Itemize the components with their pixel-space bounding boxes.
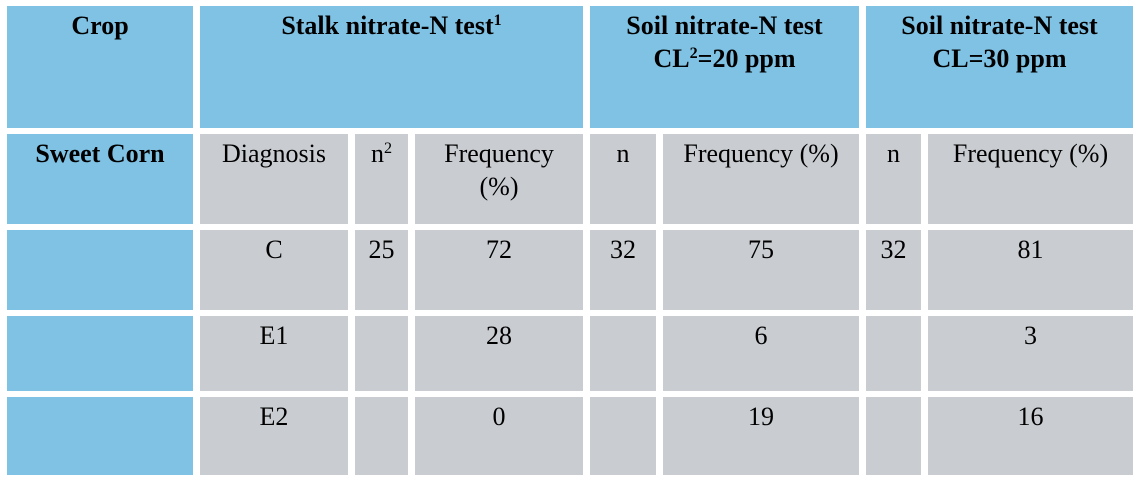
subheader-cell-n-soil30: n (866, 134, 921, 224)
cell-n-soil30 (866, 397, 921, 475)
stalk-test-footnote: 1 (493, 12, 502, 30)
n-stalk-footnote: 2 (383, 140, 393, 158)
cell-n-stalk: 25 (355, 230, 408, 310)
cell-frequency-stalk: 72 (415, 230, 583, 310)
frequency-soil30-value: 81 (1017, 235, 1044, 264)
cl-footnote: 2 (689, 44, 698, 62)
frequency-soil20-label: Frequency (%) (683, 139, 839, 168)
cell-frequency-soil30: 81 (928, 230, 1133, 310)
cell-frequency-soil30: 16 (928, 397, 1133, 475)
soil-test-30-line1: Soil nitrate-N test (901, 11, 1098, 40)
frequency-soil30-value: 16 (1017, 402, 1044, 431)
frequency-soil30-label: Frequency (%) (952, 139, 1109, 168)
cell-n-soil20 (590, 397, 656, 475)
n-soil20-label: n (616, 139, 630, 168)
table-row-c: C 25 72 32 75 32 81 (7, 230, 1133, 310)
frequency-soil20-value: 19 (748, 402, 774, 431)
crop-label: Crop (71, 11, 129, 40)
soil-test-20-line2: CL2=20 ppm (594, 43, 855, 76)
cell-n-soil30: 32 (866, 230, 921, 310)
sweet-corn-label: Sweet Corn (35, 139, 165, 168)
subheader-cell-frequency-soil30: Frequency (%) (928, 134, 1133, 224)
cell-n-stalk (355, 397, 408, 475)
subheader-cell-n-stalk: n2 (355, 134, 408, 224)
subheader-cell-n-soil20: n (590, 134, 656, 224)
table-row-e1: E1 28 6 3 (7, 316, 1133, 391)
n-soil20-value: 32 (610, 235, 636, 264)
cell-n-soil30 (866, 316, 921, 391)
frequency-soil20-value: 6 (754, 321, 768, 350)
frequency-soil20-value: 75 (748, 235, 774, 264)
cell-n-soil20 (590, 316, 656, 391)
subheader-row: Sweet Corn Diagnosis n2 Frequency (%) n … (7, 134, 1133, 224)
cell-n-soil20: 32 (590, 230, 656, 310)
cell-n-stalk (355, 316, 408, 391)
n-soil30-value: 32 (880, 235, 907, 264)
subheader-cell-frequency-soil20: Frequency (%) (663, 134, 859, 224)
subheader-cell-frequency-stalk: Frequency (%) (415, 134, 583, 224)
diagnosis-value: E1 (259, 321, 289, 350)
frequency-soil30-value: 3 (1024, 321, 1037, 350)
header-cell-soil-test-20: Soil nitrate-N test CL2=20 ppm (590, 6, 859, 128)
cl-label: CL (653, 43, 690, 73)
frequency-stalk-line2: (%) (479, 171, 519, 201)
n-stalk-value: 25 (368, 235, 395, 264)
diagnosis-value: C (265, 235, 283, 264)
header-cell-crop: Crop (7, 6, 193, 128)
n-soil30-label: n (887, 139, 900, 168)
header-cell-stalk-test: Stalk nitrate-N test1 (200, 6, 583, 128)
cell-crop-spacer (7, 230, 193, 310)
n-stalk-label: n (370, 139, 384, 168)
cell-diagnosis: E2 (200, 397, 348, 475)
diagnosis-label: Diagnosis (222, 139, 326, 168)
cell-frequency-stalk: 0 (415, 397, 583, 475)
subheader-cell-diagnosis: Diagnosis (200, 134, 348, 224)
diagnosis-value: E2 (259, 402, 289, 431)
cell-frequency-soil20: 75 (663, 230, 859, 310)
header-cell-soil-test-30: Soil nitrate-N test CL=30 ppm (866, 6, 1133, 128)
cell-crop-spacer (7, 316, 193, 391)
header-row: Crop Stalk nitrate-N test1 Soil nitrate-… (7, 6, 1133, 128)
frequency-stalk-line1: Frequency (444, 139, 554, 168)
cell-frequency-soil20: 6 (663, 316, 859, 391)
soil-test-20-line1: Soil nitrate-N test (626, 11, 823, 40)
stalk-test-label: Stalk nitrate-N test (281, 11, 494, 40)
subheader-cell-sweet-corn: Sweet Corn (7, 134, 193, 224)
table-row-e2: E2 0 19 16 (7, 397, 1133, 475)
soil-test-30-line2: CL=30 ppm (932, 43, 1067, 73)
cell-diagnosis: C (200, 230, 348, 310)
frequency-stalk-value: 28 (486, 321, 512, 350)
cl-value: =20 ppm (697, 43, 796, 73)
cell-frequency-soil30: 3 (928, 316, 1133, 391)
frequency-stalk-value: 72 (486, 235, 512, 264)
cell-frequency-soil20: 19 (663, 397, 859, 475)
cell-diagnosis: E1 (200, 316, 348, 391)
cell-frequency-stalk: 28 (415, 316, 583, 391)
frequency-stalk-value: 0 (492, 402, 506, 431)
cell-crop-spacer (7, 397, 193, 475)
